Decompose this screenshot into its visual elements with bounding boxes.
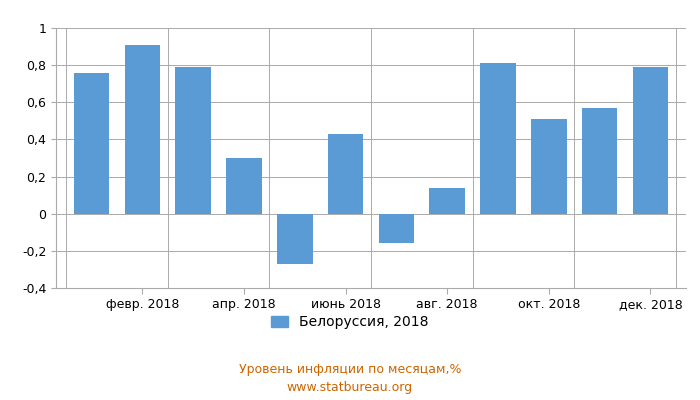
Bar: [480, 63, 516, 214]
Text: Уровень инфляции по месяцам,%: Уровень инфляции по месяцам,%: [239, 364, 461, 376]
Bar: [429, 188, 465, 214]
Legend: Белоруссия, 2018: Белоруссия, 2018: [272, 315, 428, 329]
Bar: [125, 45, 160, 214]
Bar: [277, 214, 313, 264]
Bar: [74, 72, 109, 214]
Bar: [176, 67, 211, 214]
Bar: [328, 134, 363, 214]
Bar: [226, 158, 262, 214]
Bar: [531, 119, 566, 214]
Bar: [379, 214, 414, 244]
Text: www.statbureau.org: www.statbureau.org: [287, 382, 413, 394]
Bar: [633, 67, 668, 214]
Bar: [582, 108, 617, 214]
